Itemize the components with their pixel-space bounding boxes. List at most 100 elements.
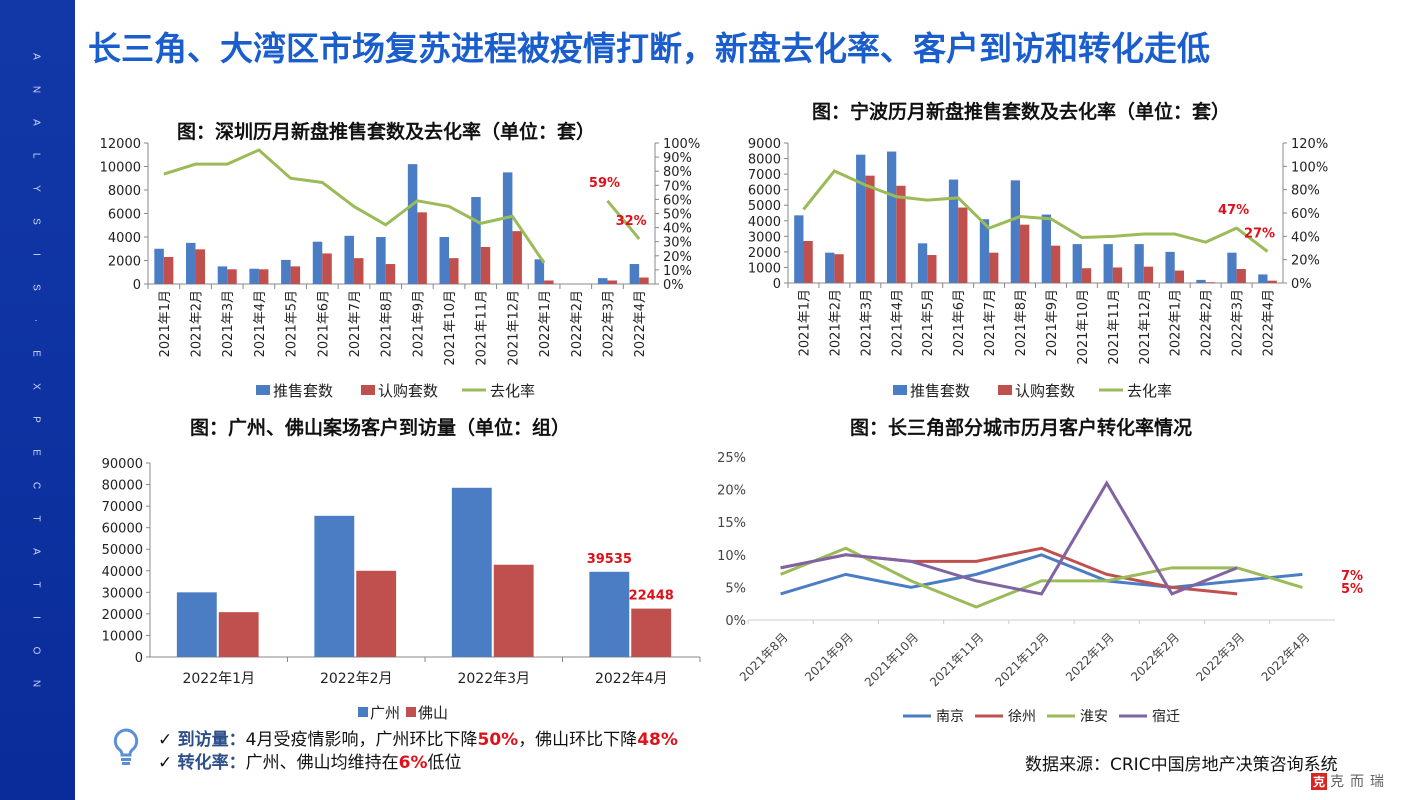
y-tick-label: 12000 (100, 137, 141, 152)
y-tick-label: 30% (663, 236, 692, 251)
y-tick-label: 50000 (102, 543, 143, 558)
x-tick-label: 2022年1月 (1063, 630, 1117, 684)
line-宿迁 (780, 480, 1238, 596)
x-tick-label: 2021年11月 (1107, 289, 1122, 365)
bar-佛山 (356, 570, 397, 657)
bar-推售套数 (825, 252, 835, 283)
bar-推售套数 (1010, 180, 1021, 283)
y-tick-label: 120% (1291, 137, 1328, 152)
bar-推售套数 (471, 197, 481, 284)
page-title: 长三角、大湾区市场复苏进程被疫情打断，新盘去化率、客户到访和转化走低 (88, 29, 1210, 68)
x-tick-label: 2021年9月 (1045, 289, 1060, 356)
y-tick-label: 0% (725, 614, 746, 629)
data-label: 7% (1341, 569, 1363, 584)
bar-推售套数 (154, 248, 164, 284)
bar-认购套数 (163, 256, 174, 284)
x-tick-label: 2021年10月 (1076, 289, 1091, 365)
y-tick-label: 40000 (102, 565, 143, 580)
legend-label: 佛山 (418, 704, 448, 722)
x-tick-label: 2021年12月 (506, 290, 521, 366)
bar-认购套数 (1267, 280, 1277, 283)
y-tick-label: 30000 (102, 586, 143, 601)
x-tick-label: 2022年2月 (570, 290, 585, 357)
x-tick-label: 2021年3月 (221, 290, 236, 357)
chart-title-guangzhou-foshan: 图：广州、佛山案场客户到访量（单位：组） (190, 417, 571, 439)
bar-推售套数 (917, 243, 928, 283)
bar-认购套数 (1020, 224, 1030, 283)
legend-swatch (893, 385, 907, 395)
y-tick-label: 10000 (102, 629, 143, 644)
x-tick-label: 2021年1月 (158, 290, 173, 357)
x-tick-label: 2022年2月 (1128, 630, 1182, 684)
note-visits: ✓ 到访量：4月受疫情影响，广州环比下降50%，佛山环比下降48% (158, 730, 678, 750)
y-tick-label: 5000 (748, 199, 781, 214)
bar-推售套数 (312, 241, 323, 284)
bar-认购套数 (1174, 270, 1184, 283)
x-tick-label: 2021年7月 (983, 289, 998, 356)
y-tick-label: 10% (717, 549, 746, 564)
notes: ✓ 到访量：4月受疫情影响，广州环比下降50%，佛山环比下降48% ✓ 转化率：… (158, 729, 678, 775)
bar-认购套数 (639, 277, 649, 284)
chart-title-conversion: 图：长三角部分城市历月客户转化率情况 (850, 417, 1193, 439)
bar-推售套数 (1072, 244, 1082, 283)
y-tick-label: 100% (1291, 160, 1328, 175)
y-tick-label: 0 (133, 278, 141, 293)
bar-广州 (176, 592, 217, 657)
bar-认购套数 (927, 255, 937, 283)
line-淮安 (780, 546, 1303, 609)
x-tick-label: 2021年7月 (348, 290, 363, 357)
legend-swatch (358, 707, 368, 717)
bar-广州 (314, 515, 355, 657)
bar-推售套数 (249, 268, 259, 284)
x-tick-label: 2021年8月 (1014, 289, 1029, 356)
x-tick-label: 2021年12月 (1138, 289, 1153, 365)
bar-推售套数 (534, 259, 545, 284)
bar-推售套数 (856, 154, 866, 283)
bar-推售套数 (1258, 274, 1268, 283)
bar-认购套数 (544, 280, 554, 284)
y-tick-label: 6000 (748, 184, 781, 199)
x-tick-label: 2021年2月 (828, 289, 843, 356)
legend-label: 去化率 (490, 382, 535, 400)
bar-推售套数 (794, 215, 804, 283)
y-tick-label: 40% (1291, 230, 1320, 245)
y-tick-label: 1000 (748, 261, 781, 276)
x-tick-label: 2022年3月 (601, 290, 616, 357)
bar-推售套数 (629, 264, 640, 284)
bar-认购套数 (958, 207, 968, 283)
bar-认购套数 (1081, 268, 1092, 283)
y-tick-label: 3000 (748, 230, 781, 245)
x-tick-label: 2022年2月 (320, 671, 393, 687)
bar-认购套数 (1205, 282, 1215, 283)
line-南京 (780, 553, 1303, 596)
y-tick-label: 40% (663, 222, 692, 237)
x-tick-label: 2021年6月 (952, 289, 967, 356)
legend-label: 认购套数 (1015, 382, 1075, 400)
logo: 克克而瑞 (1311, 773, 1391, 790)
bar-推售套数 (979, 219, 990, 283)
bar-推售套数 (1165, 251, 1175, 283)
bar-佛山 (218, 612, 259, 657)
y-tick-label: 6000 (108, 208, 141, 223)
x-tick-label: 2022年1月 (182, 671, 255, 687)
x-tick-label: 2022年4月 (595, 671, 668, 687)
y-tick-label: 2000 (748, 246, 781, 261)
legend-swatch (998, 385, 1012, 395)
y-tick-label: 90% (663, 151, 692, 166)
data-label: 59% (589, 176, 620, 191)
y-tick-label: 4000 (748, 215, 781, 230)
y-tick-label: 0 (773, 277, 781, 292)
y-tick-label: 60% (663, 193, 692, 208)
data-label: 5% (1341, 582, 1363, 597)
note-conversion: ✓ 转化率：广州、佛山均维持在6%低位 (158, 753, 462, 773)
chart-title-shenzhen: 图：深圳历月新盘推售套数及去化率（单位：套） (177, 121, 596, 143)
x-tick-label: 2022年4月 (633, 290, 648, 357)
legend-swatch (361, 385, 375, 395)
x-tick-label: 2022年1月 (1169, 289, 1184, 356)
y-tick-label: 50% (663, 208, 692, 223)
x-tick-label: 2022年3月 (1193, 630, 1247, 684)
y-tick-label: 10000 (100, 161, 141, 176)
bar-认购套数 (989, 252, 999, 283)
bar-广州 (589, 571, 630, 657)
y-tick-label: 20% (663, 250, 692, 265)
